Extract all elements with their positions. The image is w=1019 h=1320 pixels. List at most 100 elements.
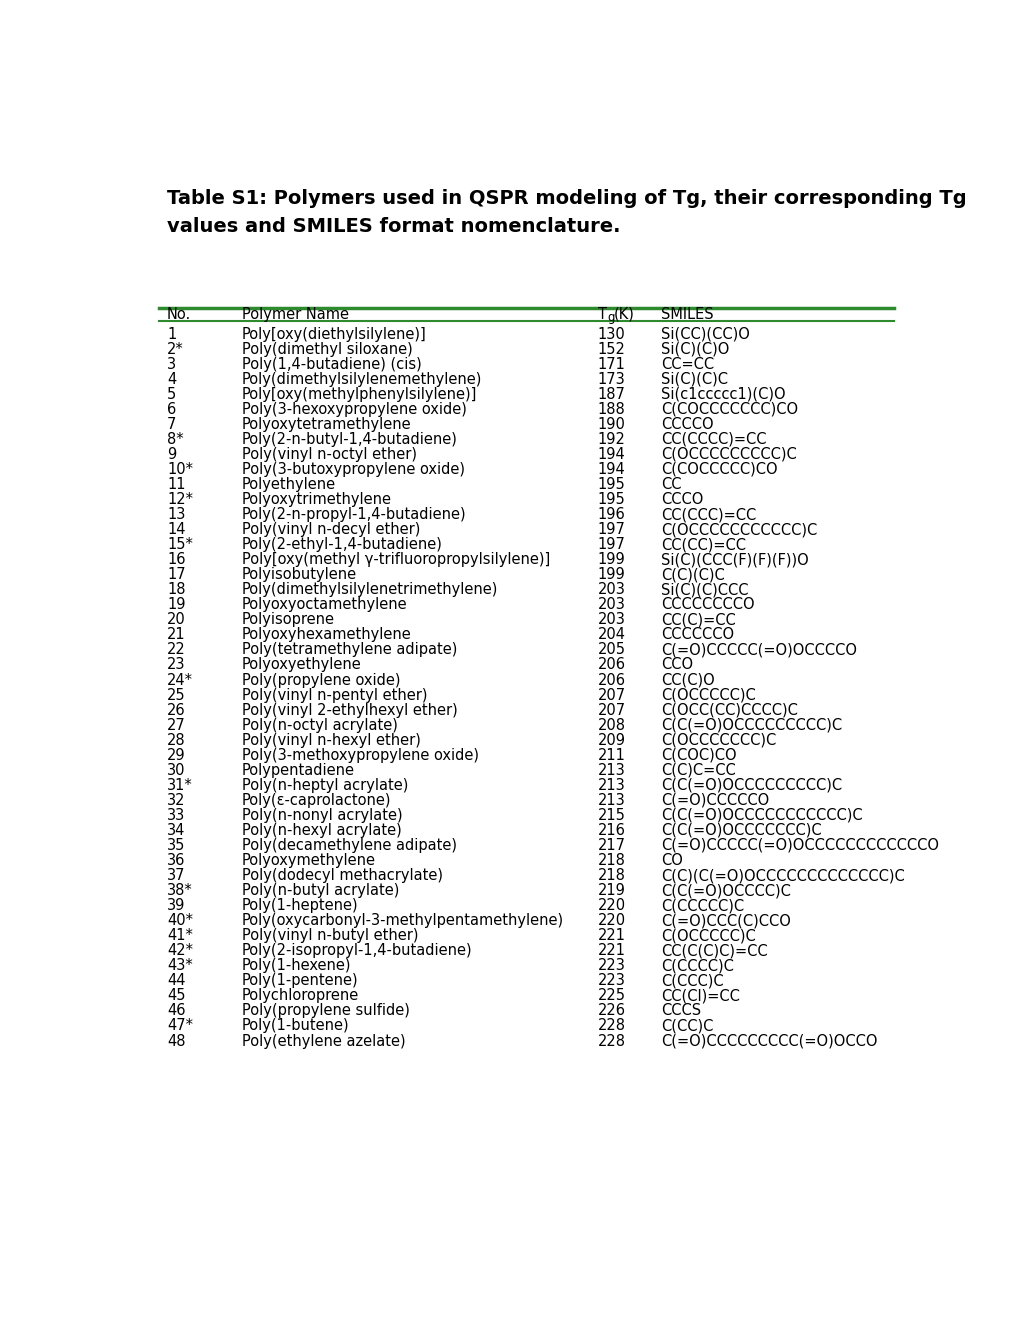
Text: 9: 9 bbox=[167, 447, 176, 462]
Text: 215: 215 bbox=[597, 808, 625, 822]
Text: Polyoxymethylene: Polyoxymethylene bbox=[242, 853, 376, 869]
Text: 195: 195 bbox=[597, 477, 625, 492]
Text: CCCCO: CCCCO bbox=[660, 417, 713, 432]
Text: Poly(vinyl 2-ethylhexyl ether): Poly(vinyl 2-ethylhexyl ether) bbox=[242, 702, 458, 718]
Text: 28: 28 bbox=[167, 733, 185, 747]
Text: 216: 216 bbox=[597, 822, 625, 838]
Text: 199: 199 bbox=[597, 568, 625, 582]
Text: 152: 152 bbox=[597, 342, 625, 356]
Text: No.: No. bbox=[167, 308, 192, 322]
Text: 39: 39 bbox=[167, 898, 185, 913]
Text: Si(C)(CCC(F)(F)(F))O: Si(C)(CCC(F)(F)(F))O bbox=[660, 552, 808, 568]
Text: 34: 34 bbox=[167, 822, 185, 838]
Text: Poly(3-methoxypropylene oxide): Poly(3-methoxypropylene oxide) bbox=[242, 747, 479, 763]
Text: 195: 195 bbox=[597, 492, 625, 507]
Text: Poly(1,4-butadiene) (cis): Poly(1,4-butadiene) (cis) bbox=[242, 356, 422, 372]
Text: 12*: 12* bbox=[167, 492, 193, 507]
Text: 225: 225 bbox=[597, 989, 626, 1003]
Text: Poly(dimethyl siloxane): Poly(dimethyl siloxane) bbox=[242, 342, 413, 356]
Text: CC(CCCC)=CC: CC(CCCC)=CC bbox=[660, 432, 766, 447]
Text: 130: 130 bbox=[597, 326, 625, 342]
Text: 21: 21 bbox=[167, 627, 185, 643]
Text: C(=O)CCCCC(=O)OCCCCO: C(=O)CCCCC(=O)OCCCCO bbox=[660, 643, 856, 657]
Text: Si(CC)(CC)O: Si(CC)(CC)O bbox=[660, 326, 749, 342]
Text: C(OCC(CC)CCCC)C: C(OCC(CC)CCCC)C bbox=[660, 702, 797, 718]
Text: 29: 29 bbox=[167, 747, 185, 763]
Text: 18: 18 bbox=[167, 582, 185, 597]
Text: 19: 19 bbox=[167, 598, 185, 612]
Text: g: g bbox=[606, 312, 614, 323]
Text: C(OCCCCCCCCCCC)C: C(OCCCCCCCCCCC)C bbox=[660, 523, 816, 537]
Text: C(COCCCCC)CO: C(COCCCCC)CO bbox=[660, 462, 776, 477]
Text: 203: 203 bbox=[597, 598, 625, 612]
Text: Poly(ethylene azelate): Poly(ethylene azelate) bbox=[242, 1034, 406, 1048]
Text: Poly(1-butene): Poly(1-butene) bbox=[242, 1019, 350, 1034]
Text: Polyoxyethylene: Polyoxyethylene bbox=[242, 657, 362, 672]
Text: 204: 204 bbox=[597, 627, 626, 643]
Text: Poly(propylene sulfide): Poly(propylene sulfide) bbox=[242, 1003, 410, 1019]
Text: 36: 36 bbox=[167, 853, 185, 869]
Text: 44: 44 bbox=[167, 973, 185, 989]
Text: C(OCCCCC)C: C(OCCCCC)C bbox=[660, 688, 755, 702]
Text: C(CCC)C: C(CCC)C bbox=[660, 973, 723, 989]
Text: 192: 192 bbox=[597, 432, 625, 447]
Text: Polypentadiene: Polypentadiene bbox=[242, 763, 355, 777]
Text: 2*: 2* bbox=[167, 342, 183, 356]
Text: 173: 173 bbox=[597, 372, 625, 387]
Text: C(C(=O)OCCCCCCCCC)C: C(C(=O)OCCCCCCCCC)C bbox=[660, 718, 842, 733]
Text: 26: 26 bbox=[167, 702, 185, 718]
Text: Poly(vinyl n-butyl ether): Poly(vinyl n-butyl ether) bbox=[242, 928, 418, 944]
Text: 211: 211 bbox=[597, 747, 625, 763]
Text: 217: 217 bbox=[597, 838, 626, 853]
Text: SMILES: SMILES bbox=[660, 308, 713, 322]
Text: Poly[oxy(methyl γ-trifluoropropylsilylene)]: Poly[oxy(methyl γ-trifluoropropylsilylen… bbox=[242, 552, 550, 568]
Text: Poly(dimethylsilylenetrimethylene): Poly(dimethylsilylenetrimethylene) bbox=[242, 582, 498, 597]
Text: 22: 22 bbox=[167, 643, 185, 657]
Text: Si(C)(C)CCC: Si(C)(C)CCC bbox=[660, 582, 748, 597]
Text: 35: 35 bbox=[167, 838, 185, 853]
Text: 208: 208 bbox=[597, 718, 626, 733]
Text: 47*: 47* bbox=[167, 1019, 193, 1034]
Text: 41*: 41* bbox=[167, 928, 193, 944]
Text: 43*: 43* bbox=[167, 958, 193, 973]
Text: C(=O)CCCCCO: C(=O)CCCCCO bbox=[660, 793, 768, 808]
Text: Poly(n-hexyl acrylate): Poly(n-hexyl acrylate) bbox=[242, 822, 401, 838]
Text: 207: 207 bbox=[597, 702, 626, 718]
Text: 3: 3 bbox=[167, 356, 176, 372]
Text: 14: 14 bbox=[167, 523, 185, 537]
Text: 197: 197 bbox=[597, 523, 625, 537]
Text: Poly(vinyl n-hexyl ether): Poly(vinyl n-hexyl ether) bbox=[242, 733, 421, 747]
Text: 226: 226 bbox=[597, 1003, 626, 1019]
Text: 205: 205 bbox=[597, 643, 626, 657]
Text: C(OCCCCCCC)C: C(OCCCCCCC)C bbox=[660, 733, 775, 747]
Text: Si(C)(C)O: Si(C)(C)O bbox=[660, 342, 729, 356]
Text: 5: 5 bbox=[167, 387, 176, 401]
Text: 10*: 10* bbox=[167, 462, 193, 477]
Text: Poly(n-octyl acrylate): Poly(n-octyl acrylate) bbox=[242, 718, 397, 733]
Text: 221: 221 bbox=[597, 928, 626, 944]
Text: 171: 171 bbox=[597, 356, 625, 372]
Text: CCCCCCCCO: CCCCCCCCO bbox=[660, 598, 754, 612]
Text: C(=O)CCCCC(=O)OCCCCCCCCCCCCO: C(=O)CCCCC(=O)OCCCCCCCCCCCCO bbox=[660, 838, 938, 853]
Text: 203: 203 bbox=[597, 582, 625, 597]
Text: Polyethylene: Polyethylene bbox=[242, 477, 336, 492]
Text: 206: 206 bbox=[597, 672, 626, 688]
Text: C(C(=O)OCCCCCCC)C: C(C(=O)OCCCCCCC)C bbox=[660, 822, 821, 838]
Text: Poly(dimethylsilylenemethylene): Poly(dimethylsilylenemethylene) bbox=[242, 372, 482, 387]
Text: C(C(=O)OCCCC)C: C(C(=O)OCCCC)C bbox=[660, 883, 790, 898]
Text: Poly(1-hexene): Poly(1-hexene) bbox=[242, 958, 352, 973]
Text: 213: 213 bbox=[597, 763, 625, 777]
Text: 33: 33 bbox=[167, 808, 185, 822]
Text: Si(C)(C)C: Si(C)(C)C bbox=[660, 372, 728, 387]
Text: Poly(n-heptyl acrylate): Poly(n-heptyl acrylate) bbox=[242, 777, 408, 793]
Text: Poly(2-n-propyl-1,4-butadiene): Poly(2-n-propyl-1,4-butadiene) bbox=[242, 507, 467, 521]
Text: Poly(oxycarbonyl-3-methylpentamethylene): Poly(oxycarbonyl-3-methylpentamethylene) bbox=[242, 913, 564, 928]
Text: 196: 196 bbox=[597, 507, 625, 521]
Text: Polyoxytetramethylene: Polyoxytetramethylene bbox=[242, 417, 412, 432]
Text: CCCO: CCCO bbox=[660, 492, 703, 507]
Text: Poly[oxy(diethylsilylene)]: Poly[oxy(diethylsilylene)] bbox=[242, 326, 427, 342]
Text: 13: 13 bbox=[167, 507, 185, 521]
Text: Poly(vinyl n-pentyl ether): Poly(vinyl n-pentyl ether) bbox=[242, 688, 427, 702]
Text: C(CCCC)C: C(CCCC)C bbox=[660, 958, 734, 973]
Text: 213: 213 bbox=[597, 793, 625, 808]
